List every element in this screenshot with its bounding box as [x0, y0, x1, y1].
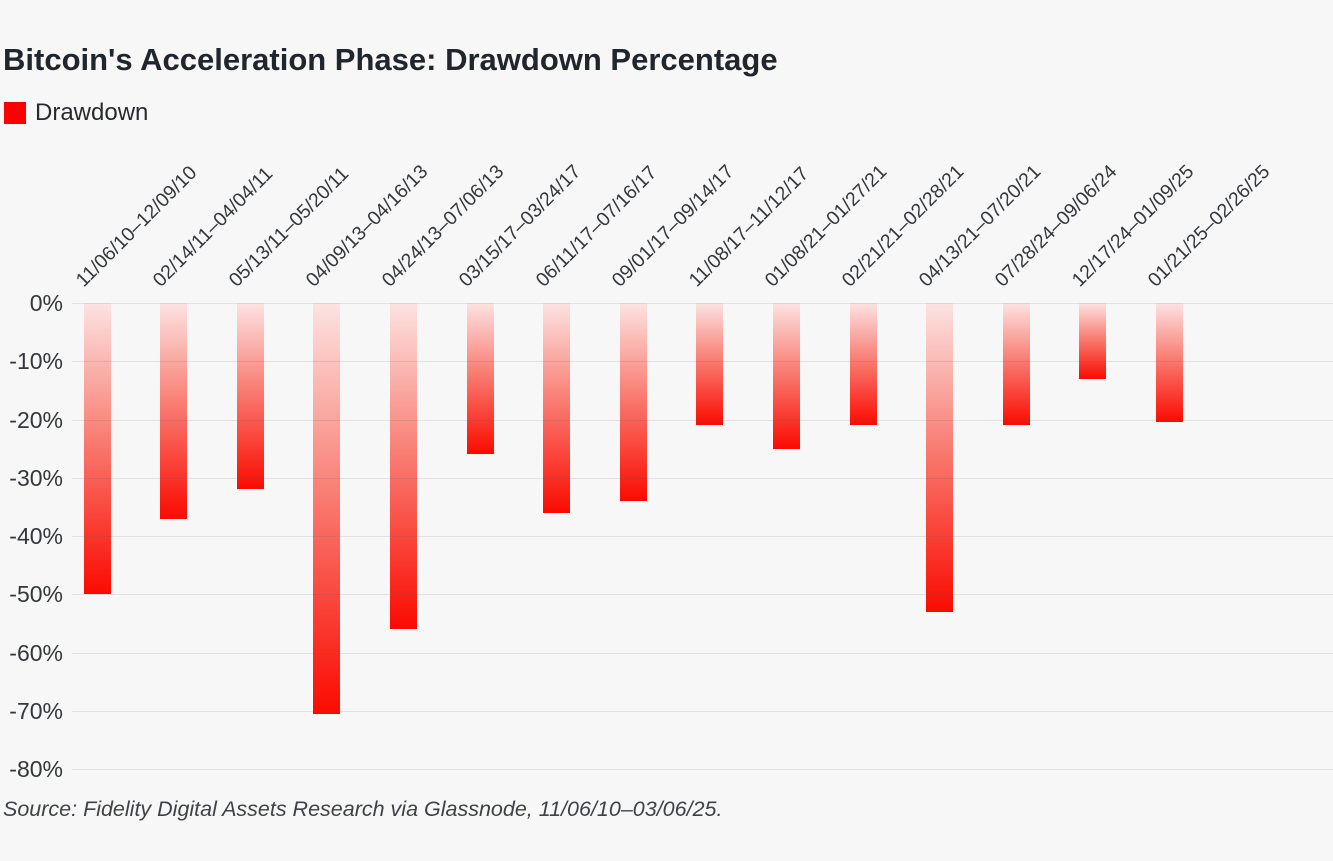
- y-axis-tick-label: -30%: [9, 464, 63, 491]
- source-note: Source: Fidelity Digital Assets Research…: [3, 797, 723, 821]
- gridline-0%: [72, 303, 1333, 304]
- bar-06/11/17–07/16/17: [543, 303, 571, 513]
- bar-04/24/13–07/06/13: [389, 303, 417, 630]
- gridline--40%: [72, 536, 1333, 537]
- y-axis-tick-label: -20%: [9, 406, 63, 433]
- bar-11/08/17–11/12/17: [696, 303, 724, 426]
- y-axis-tick-label: -70%: [9, 697, 63, 724]
- chart-title: Bitcoin's Acceleration Phase: Drawdown P…: [3, 42, 778, 77]
- bar-04/13/21–07/20/21: [926, 303, 954, 612]
- y-axis-tick-label: -60%: [9, 639, 63, 666]
- bar-01/08/21–01/27/21: [772, 303, 800, 449]
- bar-01/21/25–02/26/25: [1155, 303, 1183, 423]
- y-axis-tick-label: 0%: [29, 290, 63, 316]
- legend-swatch-drawdown-icon: [4, 102, 26, 124]
- bar-04/09/13–04/16/13: [313, 303, 341, 714]
- gridline--80%: [72, 769, 1333, 770]
- bar-12/17/24–01/09/25: [1079, 303, 1107, 379]
- gridline--50%: [72, 594, 1333, 596]
- y-axis-tick-label: -50%: [9, 581, 63, 608]
- bar-07/28/24–09/06/24: [1002, 303, 1030, 426]
- legend-label-drawdown: Drawdown: [35, 99, 149, 126]
- y-axis-tick-label: -10%: [9, 348, 63, 375]
- legend: Drawdown: [4, 99, 148, 127]
- gridline--70%: [72, 710, 1333, 712]
- y-axis-tick-label: -40%: [9, 523, 63, 549]
- gridline--60%: [72, 652, 1333, 654]
- gridline--30%: [72, 477, 1333, 479]
- bar-09/01/17–09/14/17: [619, 303, 647, 502]
- gridline--10%: [72, 361, 1333, 363]
- bar-03/15/17–03/24/17: [466, 303, 494, 455]
- bar-05/13/11–05/20/11: [236, 303, 264, 490]
- bar-11/06/10–12/09/10: [83, 303, 111, 595]
- bar-02/21/21–02/28/21: [849, 303, 877, 426]
- bar-02/14/11–04/04/11: [160, 303, 188, 519]
- y-axis-tick-label: -80%: [9, 756, 63, 782]
- gridline--20%: [72, 419, 1333, 421]
